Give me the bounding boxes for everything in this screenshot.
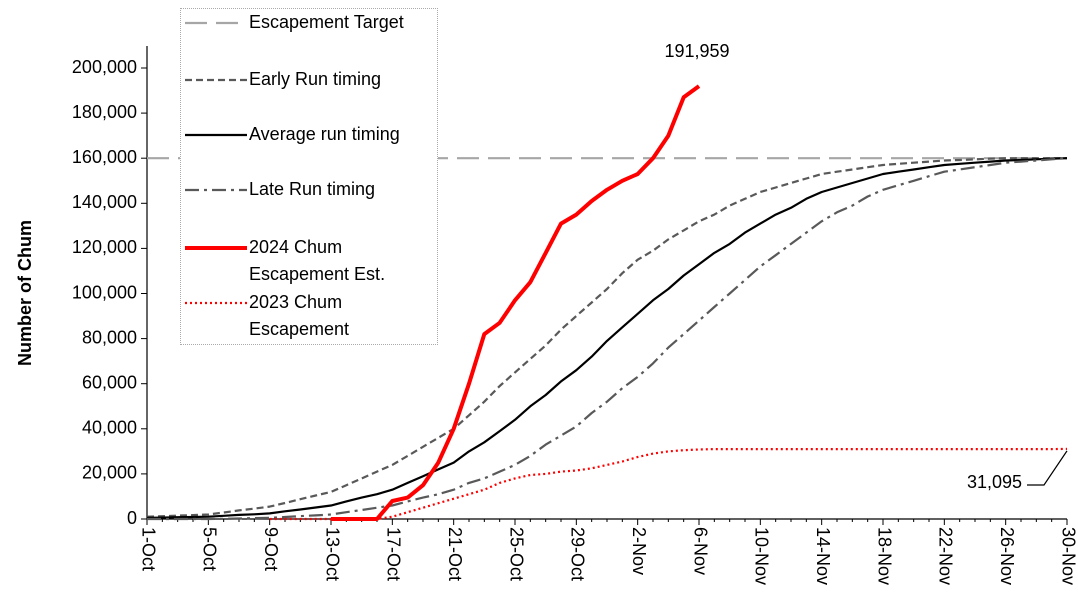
series-line — [147, 157, 1068, 521]
x-tick-label: 1-Oct — [138, 527, 158, 571]
legend-swatch — [185, 21, 247, 25]
y-axis-title: Number of Chum — [15, 220, 35, 366]
legend-swatch — [185, 78, 247, 82]
legend-swatch — [185, 246, 247, 250]
legend-swatch — [185, 133, 247, 137]
legend: Escapement Target Early Run timing Average… — [180, 8, 438, 345]
y-tick-label: 140,000 — [72, 192, 137, 212]
y-tick-label: 200,000 — [72, 57, 137, 77]
legend-swatch — [185, 301, 247, 305]
x-tick-label: 6-Nov — [690, 527, 710, 575]
legend-item: Late Run timing — [181, 176, 439, 203]
x-tick-label: 25-Oct — [506, 527, 526, 581]
x-tick-label: 30-Nov — [1058, 527, 1078, 585]
x-tick-label: 14-Nov — [813, 527, 833, 585]
y-tick-label: 120,000 — [72, 237, 137, 257]
x-tick-label: 22-Nov — [936, 527, 956, 585]
y-tick-label: 160,000 — [72, 147, 137, 167]
legend-label: Late Run timing — [249, 179, 376, 199]
legend-swatch — [185, 188, 247, 192]
y-tick-label: 0 — [127, 508, 137, 528]
legend-label: Escapement Target — [249, 12, 404, 32]
y-tick-label: 100,000 — [72, 282, 137, 302]
y-tick-label: 180,000 — [72, 102, 137, 122]
x-tick-label: 26-Nov — [997, 527, 1017, 585]
x-tick-label: 10-Nov — [752, 527, 772, 585]
legend-item: 2024 Chum Escapement Est. — [181, 234, 439, 288]
y-tick-label: 20,000 — [82, 463, 137, 483]
data-label: 191,959 — [664, 41, 729, 61]
leader-line — [1027, 450, 1068, 486]
x-tick-label: 5-Oct — [200, 527, 220, 571]
series-line — [146, 157, 1067, 518]
y-tick-label: 60,000 — [82, 372, 137, 392]
x-tick-label: 9-Oct — [261, 527, 281, 571]
series-line — [146, 157, 1068, 519]
y-tick-label: 80,000 — [82, 327, 137, 347]
series-line — [269, 447, 1068, 521]
series-line — [331, 84, 701, 521]
legend-label: 2024 Chum Escapement Est. — [249, 237, 386, 284]
legend-item: Escapement Target — [181, 9, 439, 36]
legend-label: 2023 Chum Escapement — [249, 292, 350, 339]
x-tick-label: 17-Oct — [384, 527, 404, 581]
legend-item: 2023 Chum Escapement — [181, 289, 439, 343]
x-tick-label: 29-Oct — [568, 527, 588, 581]
legend-item: Early Run timing — [181, 66, 439, 93]
x-tick-label: 21-Oct — [445, 527, 465, 581]
legend-label: Early Run timing — [249, 69, 382, 89]
x-tick-label: 18-Nov — [874, 527, 894, 585]
y-tick-label: 40,000 — [82, 418, 137, 438]
x-tick-label: 2-Nov — [629, 527, 649, 575]
legend-item: Average run timing — [181, 121, 439, 148]
x-tick-label: 13-Oct — [322, 527, 342, 581]
legend-label: Average run timing — [249, 124, 400, 144]
data-label: 31,095 — [967, 472, 1022, 492]
